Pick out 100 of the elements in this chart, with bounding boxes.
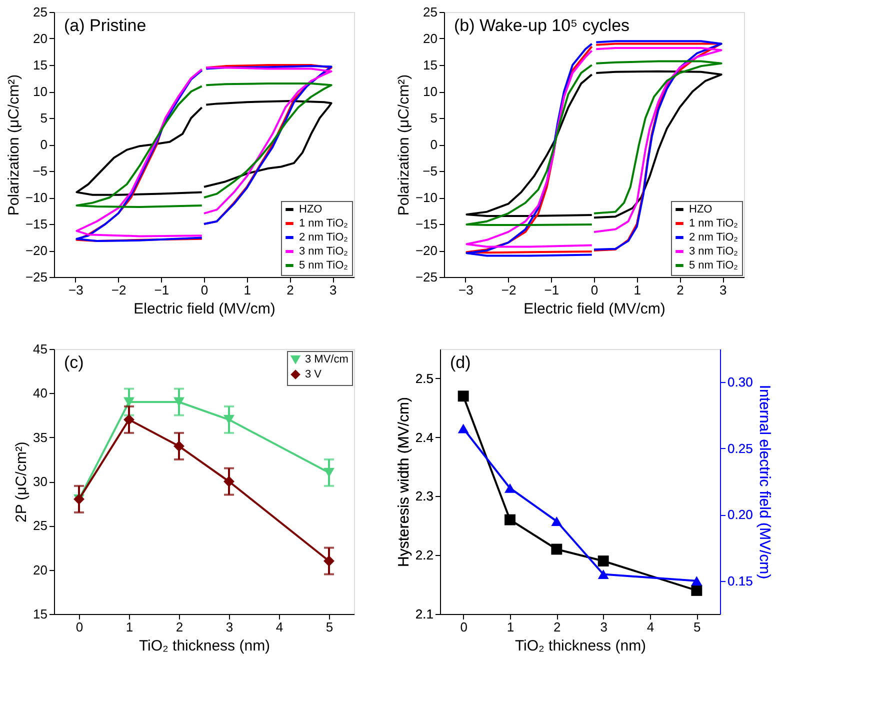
y-tick-label: 2.4 bbox=[415, 430, 434, 445]
x-tick-label: 2 bbox=[554, 620, 561, 634]
point bbox=[174, 440, 184, 452]
point bbox=[324, 556, 334, 566]
y-tick-label: 10 bbox=[423, 84, 438, 99]
legend-label: 3 V bbox=[305, 368, 322, 380]
y2-axis-title: Internal electric field (MV/cm) bbox=[756, 384, 773, 580]
x-tick-label: −3 bbox=[458, 282, 474, 298]
legend-label: 1 nm TiO₂ bbox=[299, 218, 348, 230]
x-tick-label: −2 bbox=[111, 282, 126, 298]
x-tick-label: 1 bbox=[634, 282, 641, 298]
legend-label: 1 nm TiO₂ bbox=[689, 218, 738, 230]
y-tick-label: 2.5 bbox=[415, 370, 434, 386]
point bbox=[691, 584, 702, 596]
y-tick-label: 20 bbox=[33, 562, 48, 578]
chart-title: (b) Wake-up 10⁵ cycles bbox=[454, 16, 630, 35]
point bbox=[458, 424, 469, 434]
point bbox=[598, 556, 609, 566]
point bbox=[504, 483, 516, 493]
y-tick-label: −5 bbox=[32, 164, 48, 178]
legend-label: HZO bbox=[299, 204, 323, 216]
y-tick-label: −15 bbox=[415, 216, 438, 232]
y-tick-label: 5 bbox=[430, 110, 438, 126]
x-tick-label: −3 bbox=[68, 282, 84, 298]
point bbox=[458, 390, 469, 402]
x-axis-title: TiO₂ thickness (nm) bbox=[138, 638, 270, 654]
y-tick-label: 30 bbox=[33, 474, 48, 489]
y-tick-label: 15 bbox=[423, 58, 438, 72]
y-tick-label: 15 bbox=[33, 606, 48, 622]
y-tick-label: 35 bbox=[33, 430, 48, 445]
y-axis-title: 2P (μC/cm²) bbox=[13, 442, 30, 522]
y-tick-label: 20 bbox=[33, 31, 48, 46]
x-axis-title: Electric field (MV/cm) bbox=[134, 300, 276, 318]
x-tick-label: 0 bbox=[200, 282, 208, 298]
y-tick-label: 2.2 bbox=[415, 548, 434, 563]
point bbox=[691, 576, 702, 586]
point bbox=[551, 516, 562, 526]
x-tick-label: 4 bbox=[276, 620, 284, 634]
y-tick-label: 25 bbox=[33, 518, 48, 534]
x-tick-label: 4 bbox=[646, 620, 654, 634]
y-tick-label: 0 bbox=[430, 137, 438, 152]
x-tick-label: 2 bbox=[286, 282, 294, 298]
x-axis-title: Electric field (MV/cm) bbox=[524, 300, 666, 318]
point bbox=[598, 570, 609, 579]
y-tick-label: −25 bbox=[415, 270, 438, 284]
y2-tick-label: 0.20 bbox=[728, 507, 753, 522]
y-tick-label: 2.3 bbox=[415, 488, 434, 504]
x-tick-label: 1 bbox=[126, 620, 134, 634]
y-tick-label: 45 bbox=[33, 342, 48, 356]
y-tick-label: −10 bbox=[415, 190, 438, 205]
y-tick-label: −20 bbox=[25, 243, 48, 258]
y-tick-label: 25 bbox=[423, 4, 438, 20]
y-tick-label: 10 bbox=[33, 84, 48, 99]
y-tick-label: 5 bbox=[40, 110, 48, 126]
legend-label: HZO bbox=[689, 204, 713, 216]
legend-label: 2 nm TiO₂ bbox=[299, 232, 348, 244]
x-tick-label: 2 bbox=[676, 282, 684, 298]
chart-title: (a) Pristine bbox=[64, 16, 146, 35]
chart-title: (c) bbox=[64, 353, 84, 372]
x-tick-label: 5 bbox=[326, 620, 334, 634]
x-tick-label: −2 bbox=[501, 282, 516, 298]
legend-label: 5 nm TiO₂ bbox=[689, 260, 738, 272]
y2-tick-label: 0.25 bbox=[728, 440, 753, 456]
point bbox=[224, 476, 234, 487]
y-tick-label: 25 bbox=[33, 4, 48, 20]
point bbox=[551, 544, 562, 555]
legend-label: 3 MV/cm bbox=[305, 354, 348, 366]
x-tick-label: 0 bbox=[460, 620, 468, 634]
y-tick-label: −15 bbox=[25, 216, 48, 232]
y-tick-label: −25 bbox=[25, 270, 48, 284]
x-tick-label: 0 bbox=[76, 620, 84, 634]
x-tick-label: 3 bbox=[600, 620, 608, 634]
y-tick-label: −10 bbox=[25, 190, 48, 205]
x-axis-title: TiO₂ thickness (nm) bbox=[514, 638, 646, 654]
y-tick-label: 15 bbox=[33, 58, 48, 72]
x-tick-label: 3 bbox=[226, 620, 234, 634]
x-tick-label: 2 bbox=[176, 620, 184, 634]
x-tick-label: 0 bbox=[590, 282, 598, 298]
x-tick-label: 1 bbox=[506, 620, 514, 634]
x-tick-label: 3 bbox=[719, 282, 727, 298]
point bbox=[124, 414, 134, 426]
x-tick-label: 3 bbox=[329, 282, 337, 298]
x-tick-label: −1 bbox=[154, 282, 170, 298]
legend-label: 5 nm TiO₂ bbox=[299, 260, 348, 272]
legend-label: 3 nm TiO₂ bbox=[299, 246, 348, 258]
x-tick-label: −1 bbox=[544, 282, 560, 298]
y2-tick-label: 0.15 bbox=[728, 573, 753, 588]
y2-tick-label: 0.30 bbox=[728, 374, 753, 390]
chart-title: (d) bbox=[450, 353, 471, 372]
y-tick-label: 40 bbox=[33, 386, 48, 401]
y-tick-label: 0 bbox=[40, 137, 48, 152]
legend-label: 3 nm TiO₂ bbox=[689, 246, 738, 258]
y-axis-title: Polarization (μC/cm²) bbox=[395, 74, 412, 216]
y-tick-label: −20 bbox=[415, 243, 438, 258]
legend-label: 2 nm TiO₂ bbox=[689, 232, 738, 244]
point bbox=[504, 514, 516, 526]
x-tick-label: 1 bbox=[244, 282, 251, 298]
y-tick-label: 20 bbox=[423, 31, 438, 46]
y-tick-label: −5 bbox=[422, 164, 438, 178]
y-axis-title: Hysteresis width (MV/cm) bbox=[395, 396, 412, 568]
